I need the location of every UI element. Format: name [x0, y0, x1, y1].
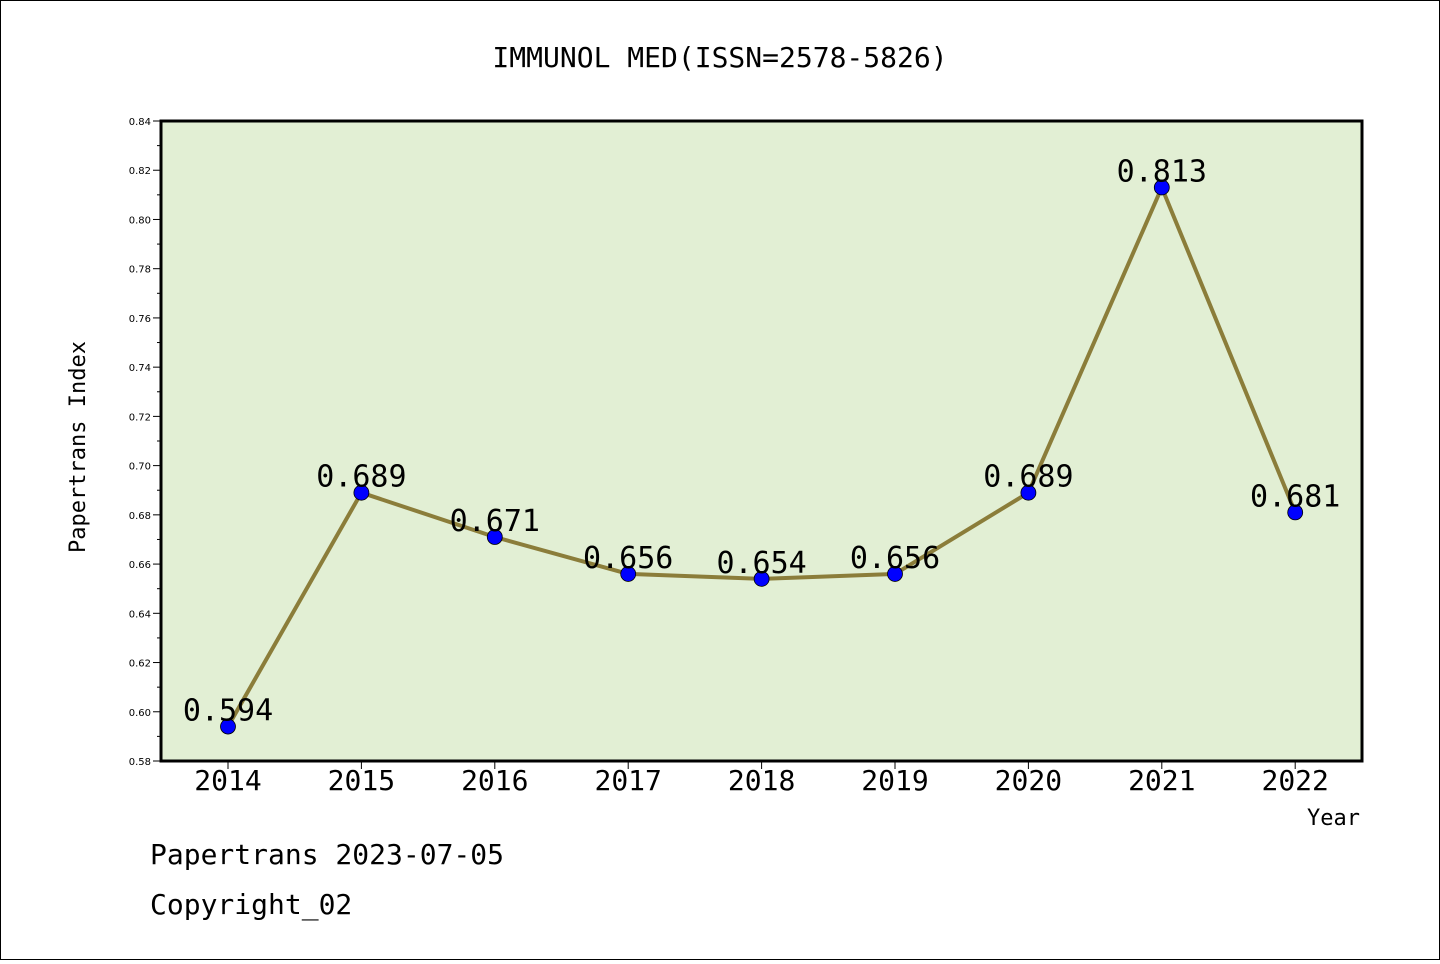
y-tick-label: 0.72: [129, 412, 151, 423]
data-label-2018: 0.654: [716, 546, 806, 581]
x-tick-label: 2014: [194, 764, 261, 797]
y-axis: 0.58 0.60 0.62 0.64 0.66 0.68 0.70 0.72 0.74 0.76…: [129, 117, 161, 768]
x-axis: 2014 2015 2016 2017 2018 2019 2020 2021 2022: [194, 761, 1329, 797]
data-label-2017: 0.656: [583, 541, 673, 576]
x-tick-label: 2015: [328, 764, 395, 797]
data-label-2019: 0.656: [850, 541, 940, 576]
y-tick-label: 0.70: [129, 462, 151, 473]
y-tick-label: 0.80: [129, 215, 151, 226]
y-tick-label: 0.82: [129, 166, 151, 177]
data-point-2022: [1287, 504, 1304, 521]
y-tick-label: 0.74: [129, 363, 151, 374]
x-tick-label: 2022: [1261, 764, 1328, 797]
y-axis-label: Papertrans Index: [66, 341, 91, 553]
y-tick-label: 0.68: [129, 511, 151, 522]
data-point-2017: [620, 566, 637, 582]
y-tick-label: 0.66: [129, 560, 151, 571]
y-tick-label: 0.78: [129, 265, 151, 276]
x-tick-label: 2016: [461, 764, 528, 797]
y-tick-label: 0.58: [129, 757, 151, 768]
y-tick-label: 0.60: [129, 708, 151, 719]
data-point-2018: [753, 570, 770, 587]
data-label-2021: 0.813: [1117, 154, 1207, 189]
y-tick-label: 0.84: [129, 117, 151, 128]
data-labels: 0.594 0.689 0.671 0.656 0.654 0.656 0.689 0.813…: [183, 154, 1341, 728]
data-label-2015: 0.689: [316, 460, 406, 495]
y-tick-label: 0.76: [129, 314, 151, 325]
data-point-2014: [220, 718, 236, 735]
data-point-2020: [1020, 484, 1037, 501]
plot-area: [159, 119, 1364, 763]
data-label-2014: 0.594: [183, 694, 273, 729]
data-label-2016: 0.671: [450, 504, 540, 539]
data-point-2015: [353, 484, 370, 501]
x-tick-label: 2019: [861, 764, 928, 797]
y-tick-label: 0.62: [129, 659, 151, 670]
y-tick-label: 0.64: [129, 609, 151, 620]
x-tick-label: 2017: [594, 764, 661, 797]
series-line: [220, 179, 1304, 735]
footer-source: Papertrans 2023-07-05: [150, 838, 504, 871]
data-label-2020: 0.689: [983, 460, 1073, 495]
x-tick-label: 2018: [728, 764, 795, 797]
x-tick-label: 2021: [1128, 764, 1195, 797]
data-point-2016: [486, 529, 503, 545]
data-point-2019: [887, 566, 903, 582]
data-point-2021: [1153, 179, 1170, 196]
data-label-2022: 0.681: [1250, 479, 1340, 514]
x-tick-label: 2020: [995, 764, 1062, 797]
chart-title: IMMUNOL MED(ISSN=2578-5826): [492, 41, 947, 74]
x-axis-label: Year: [1307, 806, 1360, 831]
footer-copyright: Copyright_02: [150, 888, 352, 922]
